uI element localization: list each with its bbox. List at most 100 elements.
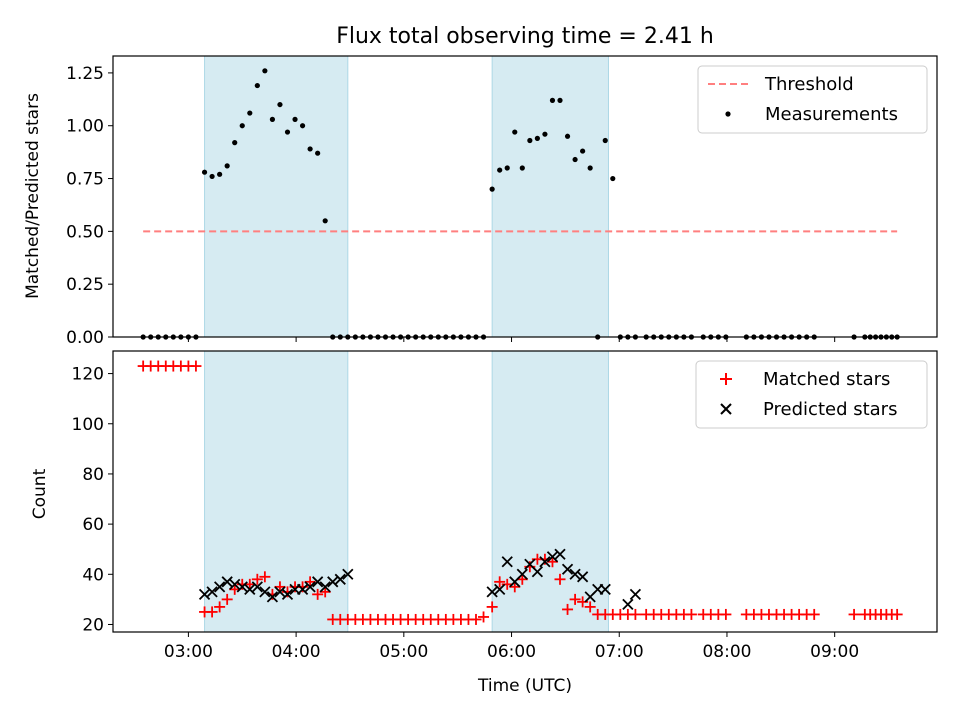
y-tick-label: 120 bbox=[72, 365, 104, 385]
legend-threshold-label: Threshold bbox=[764, 74, 854, 95]
predicted-star-point bbox=[266, 591, 279, 603]
measurement-point bbox=[564, 133, 571, 139]
x-tick-label: 06:00 bbox=[487, 642, 536, 662]
y-tick-label: 100 bbox=[72, 415, 104, 435]
matched-star-point bbox=[554, 573, 566, 585]
predicted-star-point bbox=[319, 581, 331, 593]
legend-matched-swatch bbox=[720, 373, 732, 385]
measurement-point bbox=[315, 150, 321, 156]
measurement-point bbox=[512, 129, 518, 135]
x-tick-label: 03:00 bbox=[164, 642, 213, 662]
matched-star-point bbox=[569, 593, 581, 605]
matched-star-point bbox=[486, 601, 498, 613]
measurement-point bbox=[307, 146, 313, 152]
matched-star-point bbox=[214, 601, 226, 613]
measurement-point bbox=[610, 175, 616, 182]
measurement-point bbox=[549, 97, 556, 103]
observing-interval bbox=[204, 55, 349, 338]
matched-star-point bbox=[584, 601, 596, 613]
matched-star-point bbox=[516, 573, 528, 585]
matched-star-point bbox=[274, 581, 286, 593]
predicted-star-point bbox=[531, 566, 544, 578]
predicted-star-point bbox=[236, 581, 248, 593]
measurement-point bbox=[284, 129, 291, 135]
matched-star-point bbox=[685, 608, 697, 620]
matched-star-point bbox=[562, 603, 574, 615]
measurement-point bbox=[497, 167, 503, 173]
measurement-point bbox=[489, 186, 495, 192]
observing-interval bbox=[204, 350, 349, 633]
x-tick-label: 09:00 bbox=[810, 642, 859, 662]
predicted-star-point bbox=[622, 598, 634, 611]
measurement-point bbox=[504, 165, 510, 171]
matched-star-point bbox=[304, 576, 316, 588]
predicted-star-point bbox=[244, 583, 256, 595]
y-tick-label: 1.25 bbox=[66, 64, 104, 84]
measurement-point bbox=[217, 171, 223, 177]
predicted-star-point bbox=[486, 586, 498, 598]
measurement-point bbox=[580, 148, 586, 154]
predicted-star-point bbox=[546, 551, 559, 563]
legend-predicted-label: Predicted stars bbox=[763, 399, 897, 420]
y-tick-label: 1.00 bbox=[66, 117, 104, 137]
observing-interval bbox=[491, 55, 609, 338]
predicted-star-point bbox=[198, 588, 211, 601]
predicted-star-point bbox=[281, 588, 294, 601]
matched-star-point bbox=[546, 556, 558, 568]
matched-star-point bbox=[312, 588, 324, 600]
legend-measurements-label: Measurements bbox=[765, 104, 898, 125]
x-tick-label: 04:00 bbox=[272, 642, 321, 662]
measurement-point bbox=[277, 101, 283, 108]
predicted-star-point bbox=[554, 548, 566, 560]
predicted-star-point bbox=[221, 576, 233, 588]
predicted-star-point bbox=[599, 583, 611, 595]
observing-interval bbox=[491, 350, 609, 633]
matched-star-point bbox=[244, 578, 256, 590]
predicted-star-point bbox=[494, 583, 506, 595]
top-panel: 0.00 0.25 0.50 0.75 1.00 1.25 Matched/Predict… bbox=[23, 55, 938, 348]
predicted-star-point bbox=[312, 576, 324, 588]
measurement-point bbox=[299, 123, 306, 129]
matched-star-point bbox=[848, 608, 860, 620]
predicted-star-point bbox=[304, 581, 316, 593]
measurement-point bbox=[201, 169, 208, 175]
matched-star-point bbox=[720, 608, 732, 620]
measurement-point bbox=[262, 68, 268, 74]
top-axes-frame bbox=[112, 55, 938, 338]
predicted-star-point bbox=[342, 568, 354, 580]
matched-star-point bbox=[190, 360, 202, 372]
measurement-point bbox=[587, 165, 593, 171]
y-tick-label: 0.50 bbox=[66, 222, 104, 242]
measurement-point bbox=[572, 156, 578, 163]
y-tick-label: 0.75 bbox=[66, 170, 104, 190]
chart-title: Flux total observing time = 2.41 h bbox=[336, 24, 714, 49]
predicted-star-point bbox=[206, 586, 218, 598]
x-tick-label: 05:00 bbox=[379, 642, 428, 662]
matched-star-point bbox=[478, 611, 490, 623]
matched-star-point bbox=[206, 606, 218, 618]
measurement-point bbox=[254, 82, 260, 89]
measurement-point bbox=[527, 137, 533, 144]
predicted-star-point bbox=[229, 578, 241, 590]
measurement-point bbox=[209, 173, 215, 180]
predicted-star-point bbox=[251, 581, 263, 593]
legend-predicted-swatch bbox=[720, 403, 732, 415]
matched-star-point bbox=[891, 608, 903, 620]
predicted-star-point bbox=[296, 583, 309, 595]
measurement-point bbox=[542, 131, 548, 137]
matched-star-point bbox=[229, 583, 241, 595]
top-ylabel: Matched/Predicted stars bbox=[23, 93, 43, 299]
measurement-point bbox=[292, 116, 298, 122]
predicted-star-point bbox=[561, 563, 574, 575]
measurement-point bbox=[247, 110, 253, 116]
matched-star-point bbox=[470, 613, 482, 625]
bottom-panel: 20 40 60 80 100 120 03:00 04:00 05:00 06:00 07:00… bbox=[30, 350, 938, 696]
matched-star-point bbox=[629, 608, 641, 620]
matched-star-point bbox=[494, 576, 506, 588]
matched-star-point bbox=[221, 593, 233, 605]
measurement-point bbox=[239, 123, 245, 129]
predicted-star-point bbox=[274, 586, 286, 598]
predicted-star-point bbox=[327, 576, 339, 588]
predicted-star-point bbox=[569, 568, 581, 580]
